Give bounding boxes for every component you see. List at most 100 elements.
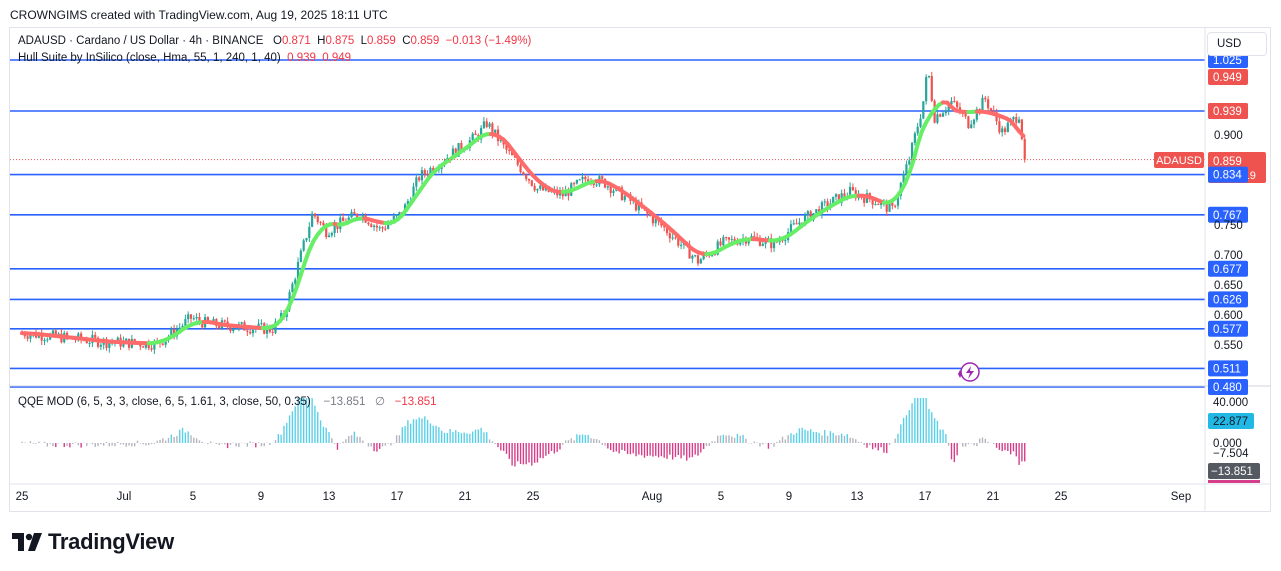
candle-body bbox=[313, 213, 317, 217]
price-level-badge bbox=[1208, 206, 1248, 223]
candle-body bbox=[696, 255, 700, 264]
symbol-title[interactable]: ADAUSD · Cardano / US Dollar · 4h · BINA… bbox=[18, 35, 264, 47]
candle-body bbox=[936, 114, 939, 123]
candle-body bbox=[480, 127, 483, 140]
candle-body bbox=[311, 213, 314, 227]
tradingview-logo[interactable]: TradingView bbox=[12, 529, 174, 555]
time-tick-label: Aug bbox=[642, 491, 662, 503]
candle-body bbox=[784, 240, 787, 242]
candle-body bbox=[265, 326, 269, 334]
price-level-label: 0.949 bbox=[1213, 72, 1242, 84]
price-ticker-text: ADAUSD bbox=[1156, 155, 1202, 167]
price-level-badge bbox=[1208, 166, 1248, 183]
price-level-label: 0.577 bbox=[1213, 324, 1242, 336]
qqe-indicator-name[interactable]: QQE MOD (6, 5, 3, 3, close, 6, 5, 1.61, … bbox=[18, 396, 311, 408]
candle-body bbox=[533, 185, 536, 191]
hull-segment bbox=[907, 158, 916, 176]
candle-body bbox=[902, 174, 905, 183]
price-tick-label: 0.550 bbox=[1214, 340, 1243, 352]
time-tick-label: 9 bbox=[258, 491, 264, 503]
candle-body bbox=[378, 227, 381, 229]
time-tick-label: 5 bbox=[190, 491, 196, 503]
hull-segment bbox=[298, 259, 308, 277]
candle-body bbox=[1001, 128, 1004, 133]
price-axis: 1.0250.9490.9400.9390.900ADAUSD0.85901:4… bbox=[1154, 52, 1266, 395]
candle-body bbox=[956, 101, 959, 108]
candle-body bbox=[595, 184, 598, 186]
candle-body bbox=[1015, 117, 1018, 123]
candle-body bbox=[820, 202, 824, 216]
candle-body bbox=[823, 201, 826, 203]
candle-body bbox=[837, 194, 840, 203]
candle-body bbox=[229, 326, 232, 331]
candle-body bbox=[125, 338, 128, 341]
candle-body bbox=[677, 237, 680, 246]
price-level-label: 0.677 bbox=[1213, 264, 1242, 276]
candle-body bbox=[688, 244, 691, 259]
candle-body bbox=[40, 334, 43, 341]
candle-body bbox=[908, 160, 911, 165]
candle-body bbox=[65, 332, 69, 337]
candle-body bbox=[567, 190, 570, 196]
candle-body bbox=[770, 238, 773, 249]
price-level-label: 0.480 bbox=[1213, 382, 1242, 394]
time-tick-label: 17 bbox=[919, 491, 932, 503]
candle-body bbox=[1003, 128, 1007, 133]
hull-suite-band bbox=[20, 100, 1026, 346]
time-tick-label: 9 bbox=[786, 491, 792, 503]
candle-body bbox=[201, 321, 204, 328]
price-level-badge bbox=[1208, 379, 1248, 395]
candle-body bbox=[727, 237, 731, 240]
candle-body bbox=[885, 201, 888, 212]
candle-body bbox=[761, 243, 764, 246]
candle-body bbox=[316, 216, 319, 223]
price-level-label: 1.025 bbox=[1213, 55, 1242, 67]
price-level-badge bbox=[1208, 69, 1248, 85]
qqe-axis-label: 0.000 bbox=[1213, 438, 1242, 450]
candle-body bbox=[944, 110, 947, 114]
candle-body bbox=[384, 228, 387, 230]
candle-body bbox=[80, 333, 83, 340]
candle-body bbox=[863, 197, 866, 203]
candle-body bbox=[950, 100, 953, 105]
candle-body bbox=[894, 205, 897, 207]
candle-body bbox=[471, 133, 474, 141]
candle-body bbox=[392, 216, 395, 222]
candle-body bbox=[587, 179, 590, 182]
candle-body bbox=[925, 77, 928, 102]
candle-body bbox=[485, 121, 488, 127]
hull-indicator-name[interactable]: Hull Suite by InSilico (close, Hma, 55, … bbox=[18, 52, 281, 64]
candle-body bbox=[271, 331, 274, 333]
candle-body bbox=[803, 215, 807, 226]
candle-body bbox=[891, 202, 894, 206]
candle-body bbox=[398, 212, 401, 215]
candle-body bbox=[984, 97, 987, 100]
price-ticker-badge bbox=[1154, 152, 1204, 168]
candle-body bbox=[809, 211, 812, 221]
tradingview-logo-text: TradingView bbox=[48, 529, 174, 554]
price-level-label: 0.767 bbox=[1213, 210, 1242, 222]
candle-body bbox=[798, 222, 801, 225]
candle-body bbox=[319, 222, 322, 224]
candle-body bbox=[173, 328, 176, 337]
candle-body bbox=[375, 225, 378, 228]
candle-body bbox=[525, 174, 528, 179]
candle-body bbox=[702, 253, 705, 260]
currency-button[interactable]: USD bbox=[1207, 32, 1267, 56]
candle-body bbox=[826, 201, 829, 208]
candle-body bbox=[654, 218, 657, 224]
candle-body bbox=[499, 139, 502, 142]
candle-body bbox=[192, 318, 195, 320]
candle-body bbox=[305, 238, 308, 241]
time-tick-label: 5 bbox=[718, 491, 724, 503]
price-level-label: 0.626 bbox=[1213, 294, 1242, 306]
candle-body bbox=[651, 215, 655, 224]
candle-body bbox=[939, 114, 942, 117]
candle-body bbox=[26, 336, 29, 339]
qqe-badge-down-text: −13.851 bbox=[1211, 466, 1253, 478]
price-tick-label: 0.650 bbox=[1214, 280, 1243, 292]
candles bbox=[20, 71, 1026, 354]
candle-body bbox=[781, 240, 784, 242]
candle-body bbox=[795, 223, 798, 225]
